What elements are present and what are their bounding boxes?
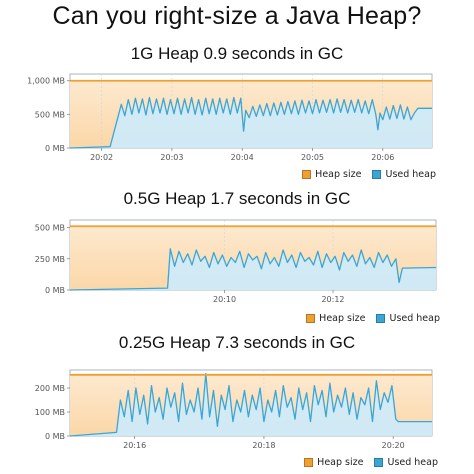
used-heap-line xyxy=(69,372,432,437)
y-tick-label: 200 MB xyxy=(35,384,65,393)
y-tick-label: 1,000 MB xyxy=(27,77,65,86)
used-heap-line xyxy=(69,248,437,291)
legend-025g: Heap size Used heap xyxy=(296,457,438,470)
x-tick-label: 20:06 xyxy=(371,153,394,162)
used-heap-area xyxy=(70,248,436,290)
page-title: Can you right-size a Java Heap? xyxy=(52,2,422,30)
legend-item-heap-size: Heap size xyxy=(304,457,363,468)
y-tick-label: 0 MB xyxy=(45,286,65,295)
used-heap-swatch xyxy=(374,458,384,467)
legend-item-heap-size: Heap size xyxy=(306,313,365,324)
x-tick-label: 20:04 xyxy=(231,153,254,162)
legend-item-used-heap: Used heap xyxy=(372,169,436,180)
legend-label-heap-size: Heap size xyxy=(317,457,364,468)
y-tick-label: 500 MB xyxy=(35,224,65,233)
x-tick-label: 20:10 xyxy=(213,295,236,304)
chart-05g-heap: 0 MB 250 MB 500 MB 20:10 20:12 xyxy=(35,219,437,304)
x-tick-label: 20:20 xyxy=(382,441,405,450)
heap-size-swatch xyxy=(302,170,312,179)
legend-label-used-heap: Used heap xyxy=(389,313,440,324)
chart-title-025g: 0.25G Heap 7.3 seconds in GC xyxy=(118,333,356,352)
legend-label-heap-size: Heap size xyxy=(319,313,366,324)
heap-size-swatch xyxy=(304,458,314,467)
y-tick-label: 100 MB xyxy=(35,408,65,417)
legend-item-used-heap: Used heap xyxy=(374,457,438,468)
used-heap-swatch xyxy=(372,170,382,179)
x-tick-label: 20:02 xyxy=(90,153,113,162)
y-tick-label: 0 MB xyxy=(45,144,65,153)
y-tick-label: 250 MB xyxy=(35,255,65,264)
chart-title-1g: 1G Heap 0.9 seconds in GC xyxy=(130,44,344,63)
chart-1g-heap: 0 MB 500 MB 1,000 MB 20:02 20:03 20:04 20:05 20… xyxy=(27,73,433,162)
used-heap-line xyxy=(69,96,432,149)
legend-label-used-heap: Used heap xyxy=(387,457,438,468)
legend-1g: Heap size Used heap xyxy=(294,169,436,182)
used-heap-swatch xyxy=(376,314,386,323)
chart-025g-heap: 0 MB 100 MB 200 MB 20:16 20:18 20:20 xyxy=(35,369,433,450)
legend-label-used-heap: Used heap xyxy=(385,169,436,180)
legend-item-used-heap: Used heap xyxy=(376,313,440,324)
y-tick-label: 500 MB xyxy=(35,110,65,119)
x-tick-label: 20:18 xyxy=(252,441,275,450)
y-tick-label: 0 MB xyxy=(45,432,65,441)
legend-05g: Heap size Used heap xyxy=(298,313,440,326)
x-tick-label: 20:16 xyxy=(123,441,146,450)
heap-size-swatch xyxy=(306,314,316,323)
legend-item-heap-size: Heap size xyxy=(302,169,361,180)
x-tick-label: 20:03 xyxy=(160,153,183,162)
x-tick-label: 20:12 xyxy=(321,295,344,304)
legend-label-heap-size: Heap size xyxy=(315,169,362,180)
chart-title-05g: 0.5G Heap 1.7 seconds in GC xyxy=(123,189,351,208)
x-tick-label: 20:05 xyxy=(301,153,324,162)
